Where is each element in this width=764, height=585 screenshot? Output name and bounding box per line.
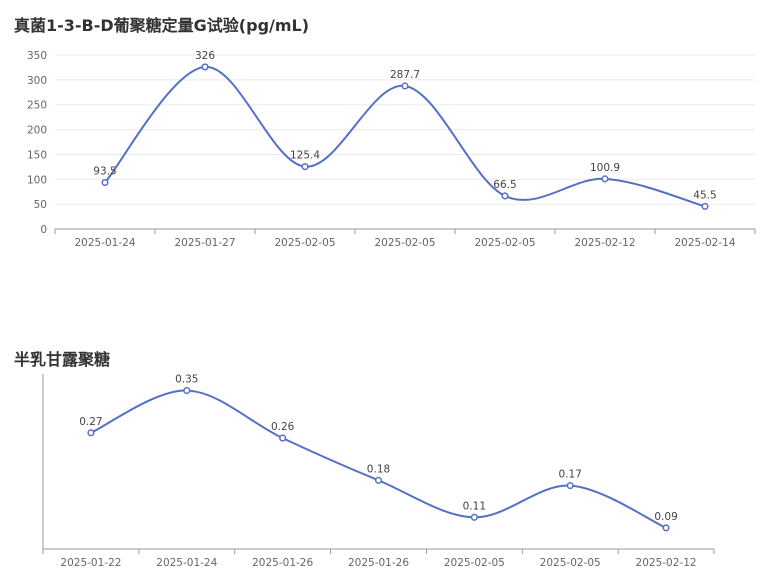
data-point	[401, 82, 409, 90]
y-tick-label: 50	[34, 199, 47, 211]
y-tick-label: 0	[40, 224, 47, 236]
data-label: 0.11	[463, 500, 486, 512]
data-label: 0.26	[271, 421, 295, 433]
y-tick-label: 150	[27, 149, 47, 161]
data-label: 0.18	[367, 463, 390, 475]
y-tick-label: 200	[27, 125, 47, 137]
data-label: 66.5	[493, 179, 516, 191]
data-point	[279, 434, 287, 442]
x-tick-label: 2025-01-24	[74, 237, 135, 249]
data-label: 0.35	[175, 374, 198, 386]
x-tick-label: 2025-02-05	[374, 237, 435, 249]
data-label: 125.4	[290, 150, 320, 162]
series-line	[90, 389, 667, 529]
y-tick-label: 350	[27, 50, 47, 62]
x-tick-label: 2025-01-22	[60, 557, 121, 569]
data-point	[566, 482, 574, 490]
data-label: 0.27	[79, 416, 102, 428]
data-point	[374, 476, 383, 484]
chart-1: 0 50 100 150 200 250 300 350 2025-01-24 2025-01-2…	[27, 50, 756, 249]
data-label: 326	[195, 50, 215, 62]
x-tick-label: 2025-01-27	[174, 237, 235, 249]
x-tick-label: 2025-02-14	[674, 237, 735, 249]
data-label: 0.17	[559, 469, 582, 481]
x-tick-label: 2025-01-24	[156, 557, 217, 569]
data-point	[701, 202, 709, 210]
x-tick-label: 2025-02-05	[474, 237, 535, 249]
y-tick-label: 100	[27, 174, 47, 186]
data-label: 287.7	[390, 69, 420, 81]
x-tick-label: 2025-02-12	[574, 237, 635, 249]
chart-2: 2025-01-22 2025-01-24 2025-01-26 2025-01-26…	[42, 374, 715, 569]
data-point	[183, 387, 191, 395]
chart1-title: 真菌1-3-B-D葡聚糖定量G试验(pg/mL)	[14, 16, 310, 35]
data-point	[101, 178, 109, 187]
x-tick-label: 2025-02-05	[274, 237, 335, 249]
data-label: 100.9	[590, 162, 620, 174]
data-point	[662, 524, 670, 532]
y-tick-label: 300	[27, 75, 47, 87]
data-label: 45.5	[693, 189, 716, 201]
data-label: 0.09	[654, 511, 677, 523]
data-point	[301, 163, 309, 171]
data-point	[87, 429, 95, 437]
data-point	[601, 175, 609, 183]
x-tick-label: 2025-01-26	[348, 557, 409, 569]
data-point	[470, 513, 478, 521]
x-tick-label: 2025-01-26	[252, 557, 313, 569]
x-tick-label: 2025-02-05	[540, 557, 601, 569]
data-point	[501, 192, 509, 200]
x-tick-label: 2025-02-12	[636, 557, 697, 569]
data-point	[201, 63, 209, 71]
data-label: 93.5	[93, 166, 116, 178]
chart2-title: 半乳甘露聚糖	[14, 350, 111, 369]
x-tick-label: 2025-02-05	[444, 557, 505, 569]
y-tick-label: 250	[27, 100, 47, 112]
